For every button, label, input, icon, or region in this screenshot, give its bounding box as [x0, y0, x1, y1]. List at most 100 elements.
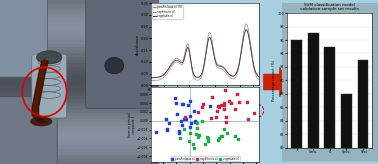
Bar	[0, 61, 159, 66]
Point	[235, 138, 241, 141]
Bar	[0, 41, 159, 46]
Y-axis label: Percentage correct (%): Percentage correct (%)	[273, 60, 276, 101]
Ellipse shape	[30, 116, 53, 126]
Bar	[0, 54, 159, 59]
FancyBboxPatch shape	[32, 54, 67, 118]
Point	[223, 121, 229, 124]
FancyBboxPatch shape	[0, 97, 57, 164]
Point	[223, 115, 229, 118]
Bar	[0, 93, 159, 98]
FancyBboxPatch shape	[0, 0, 48, 77]
Point	[215, 136, 222, 139]
Point	[179, 124, 185, 126]
Bar	[0, 44, 159, 49]
Bar	[0, 25, 159, 30]
Legend: paraffin base oil, naphthenic oil, vegetable oil: paraffin base oil, naphthenic oil, veget…	[170, 156, 240, 161]
Point	[181, 128, 187, 131]
Point	[185, 104, 191, 106]
Y-axis label: Absorbance: Absorbance	[136, 34, 140, 55]
Bar	[0, 28, 159, 33]
Legend: paraffin base oil (%), naphthenic oil, vegetable oil: paraffin base oil (%), naphthenic oil, v…	[152, 5, 183, 19]
Bar	[0, 34, 159, 39]
Bar	[0, 48, 159, 52]
Point	[188, 122, 194, 125]
Point	[208, 117, 214, 120]
Point	[153, 131, 159, 134]
Point	[181, 117, 187, 120]
Bar	[0, 64, 159, 69]
Point	[222, 89, 228, 92]
Y-axis label: Score on principal
component 2: Score on principal component 2	[128, 112, 136, 137]
Bar	[0, 21, 159, 26]
Bar	[0, 18, 159, 23]
Point	[203, 143, 209, 146]
Point	[178, 119, 184, 122]
Point	[173, 102, 179, 104]
Bar	[324, 47, 335, 164]
Bar	[0, 31, 159, 36]
Point	[177, 137, 183, 139]
Point	[206, 136, 212, 139]
Point	[193, 133, 199, 136]
Bar	[0, 71, 159, 75]
Point	[180, 102, 186, 105]
Point	[187, 132, 194, 134]
Point	[186, 140, 192, 143]
Point	[222, 128, 228, 130]
Point	[192, 119, 198, 122]
Bar	[0, 133, 159, 138]
Bar	[0, 139, 159, 144]
Point	[195, 134, 201, 136]
Point	[234, 92, 240, 95]
Bar	[0, 143, 159, 148]
Point	[226, 100, 232, 102]
Point	[198, 120, 204, 123]
Point	[191, 110, 197, 112]
Point	[205, 139, 211, 142]
Point	[195, 111, 201, 114]
Point	[214, 110, 220, 112]
Bar	[0, 110, 159, 115]
Bar	[0, 38, 159, 43]
Ellipse shape	[37, 51, 62, 64]
FancyBboxPatch shape	[86, 0, 160, 108]
Point	[179, 102, 185, 105]
Point	[218, 104, 224, 106]
Point	[232, 134, 238, 137]
Bar	[0, 57, 159, 62]
Bar	[0, 84, 159, 89]
Point	[187, 115, 193, 118]
Point	[222, 108, 228, 110]
Point	[221, 102, 227, 104]
Point	[174, 113, 180, 116]
Point	[251, 112, 257, 114]
Bar	[0, 153, 159, 157]
Point	[194, 127, 200, 130]
Point	[244, 101, 250, 103]
Point	[172, 97, 178, 100]
Point	[216, 105, 222, 108]
Point	[176, 131, 182, 134]
Point	[209, 96, 215, 98]
Point	[195, 135, 201, 138]
Point	[192, 121, 198, 123]
Point	[245, 118, 251, 121]
Point	[187, 100, 193, 102]
Point	[177, 130, 183, 133]
Bar	[0, 123, 159, 128]
Bar	[0, 5, 159, 10]
FancyArrow shape	[263, 67, 287, 97]
Bar	[0, 107, 159, 112]
Bar	[0, 103, 159, 108]
FancyBboxPatch shape	[282, 3, 378, 162]
Bar	[0, 77, 159, 82]
Point	[199, 106, 205, 108]
Bar	[0, 146, 159, 151]
FancyBboxPatch shape	[282, 3, 378, 161]
Bar	[341, 94, 352, 164]
Bar	[0, 8, 159, 13]
Bar	[0, 113, 159, 118]
Bar	[0, 51, 159, 56]
Bar	[0, 116, 159, 121]
Bar	[0, 149, 159, 154]
